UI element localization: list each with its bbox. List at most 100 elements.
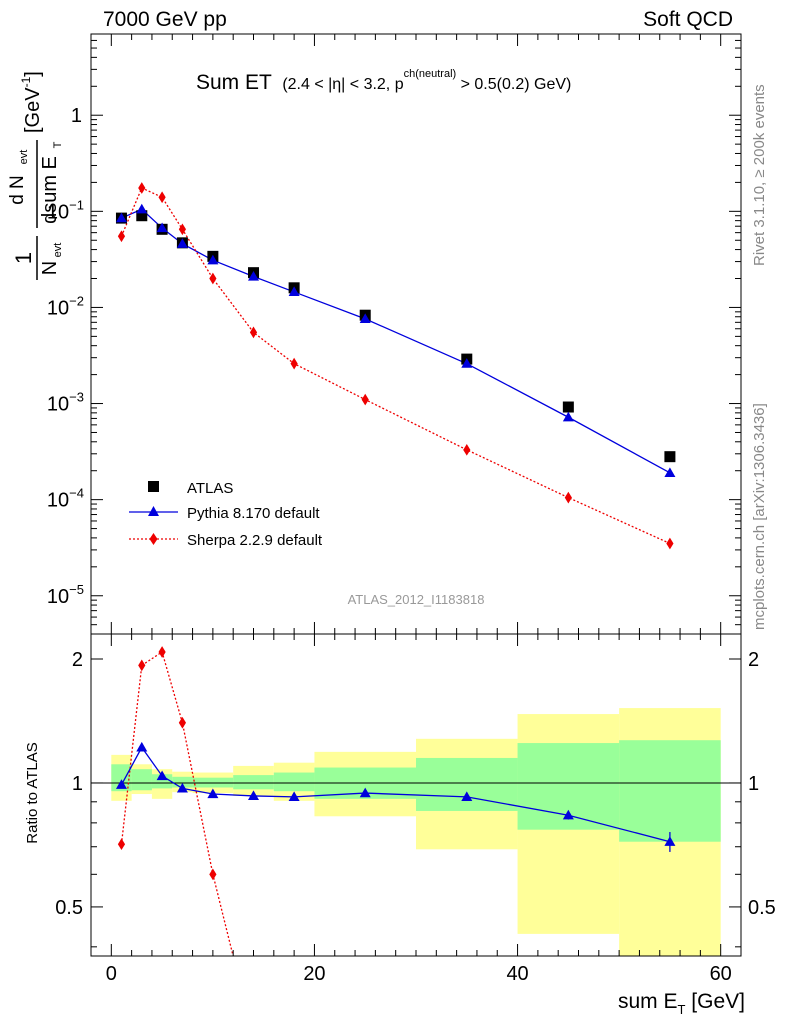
svg-text:evt: evt xyxy=(52,243,64,258)
sherpa-point xyxy=(564,491,572,504)
ratio-pythia-point xyxy=(562,809,574,820)
ratio-pythia-point xyxy=(176,782,188,793)
ratio-pythia-point xyxy=(115,779,127,789)
pythia-point xyxy=(156,222,168,233)
legend-sherpa-label: Sherpa 2.2.9 default xyxy=(187,532,323,549)
ratio-clip-group xyxy=(115,646,676,956)
y-tick-label: 1 xyxy=(71,105,82,127)
inner-band xyxy=(416,757,518,811)
ratio-y-tick-label-left: 0.5 xyxy=(55,897,83,919)
ratio-panel: 0.5 0.51 12 20 20 40 60 Ratio to ATLAS sum ET … xyxy=(24,633,776,1017)
svg-text:[GeV-1]: [GeV-1] xyxy=(19,71,44,133)
pythia-point xyxy=(359,313,371,324)
ratio-sherpa-point xyxy=(158,646,166,658)
pythia-point xyxy=(136,203,148,214)
pythia-point xyxy=(176,238,188,248)
svg-text:T: T xyxy=(52,141,64,148)
main-ticks xyxy=(91,33,741,635)
legend-sherpa-marker xyxy=(149,533,158,545)
ratio-pythia-point xyxy=(136,741,148,752)
legend-pythia-label: Pythia 8.170 default xyxy=(187,505,320,522)
ratio-sherpa-point xyxy=(117,838,126,851)
ratio-pythia-point xyxy=(359,787,371,798)
pythia-point xyxy=(461,358,473,368)
pythia-point xyxy=(115,212,127,223)
ratio-sherpa-point xyxy=(178,716,187,729)
x-axis-label: sum ET [GeV] xyxy=(618,990,745,1017)
legend: ATLAS Pythia 8.170 default Sherpa 2.2.9 … xyxy=(129,480,323,549)
inner-band xyxy=(151,774,173,789)
sherpa-point xyxy=(361,393,369,406)
ratio-ticks xyxy=(91,634,741,956)
ratio-y-tick-label-right: 0.5 xyxy=(748,897,776,919)
atlas-point xyxy=(562,401,574,413)
ratio-pythia-point xyxy=(156,770,168,781)
svg-text:dsum E: dsum E xyxy=(39,156,61,224)
legend-pythia-marker xyxy=(148,506,159,516)
ratio-y-tick-label-left: 1 xyxy=(72,773,83,795)
svg-text:evt: evt xyxy=(18,150,30,165)
ratio-sherpa-point xyxy=(138,659,146,672)
ratio-pythia-point xyxy=(461,791,473,802)
y-tick-label: 10−3 xyxy=(47,390,84,416)
ratio-sherpa-line xyxy=(120,650,234,956)
ratio-sherpa-point xyxy=(209,868,217,881)
ratio-y-tick-label-left: 2 xyxy=(72,649,83,671)
pythia-point xyxy=(288,286,300,297)
inner-band xyxy=(131,769,152,791)
sherpa-point xyxy=(249,326,258,339)
legend-atlas-label: ATLAS xyxy=(187,480,233,497)
y-tick-label: 10−5 xyxy=(47,582,84,608)
inner-band xyxy=(233,775,274,790)
pythia-point xyxy=(562,411,574,422)
x-tick-label: 0 xyxy=(106,963,117,985)
svg-text:1: 1 xyxy=(11,252,36,264)
sherpa-point xyxy=(117,230,126,243)
sherpa-point xyxy=(138,182,146,194)
sherpa-point xyxy=(666,537,674,550)
sherpa-point xyxy=(209,272,217,285)
ratio-series xyxy=(115,646,676,956)
atlas-point xyxy=(136,210,148,222)
pythia-point xyxy=(207,254,219,265)
ratio-y-tick-label-right: 1 xyxy=(748,773,759,795)
ratio-pythia-point xyxy=(248,790,259,801)
ratio-y-axis-label: Ratio to ATLAS xyxy=(24,742,41,843)
x-tick-label: 40 xyxy=(506,963,528,985)
ratio-tick-labels: 0.5 0.51 12 20 20 40 60 xyxy=(55,649,776,985)
svg-text:d N: d N xyxy=(7,175,28,205)
main-y-axis-label: 1 N evt d N evt dsum E T [GeV-1] xyxy=(7,71,64,280)
svg-text:N: N xyxy=(39,261,61,275)
ratio-pythia-point xyxy=(207,788,219,799)
sherpa-point xyxy=(178,223,187,236)
sherpa-point xyxy=(158,191,166,204)
pythia-point xyxy=(248,270,259,281)
atlas-point xyxy=(664,451,676,463)
main-series xyxy=(115,182,676,550)
analysis-id-label: ATLAS_2012_I1183818 xyxy=(348,592,485,607)
inner-band xyxy=(273,772,315,792)
ratio-y-tick-label-right: 2 xyxy=(748,649,759,671)
main-y-tick-labels: 10−5 10−4 10−3 10−2 10−1 1 xyxy=(47,105,84,608)
y-tick-label: 10−4 xyxy=(47,486,84,512)
inner-band xyxy=(172,776,193,788)
y-tick-label: 10−1 xyxy=(47,197,84,223)
pythia-point xyxy=(664,467,676,477)
y-tick-label: 10−2 xyxy=(47,293,84,319)
x-tick-label: 20 xyxy=(303,963,325,985)
header-right: Soft QCD xyxy=(643,8,733,31)
chart-title: Sum ET (2.4 < |η| < 3.2, pch(neutral) > … xyxy=(196,68,571,94)
ratio-uncertainty-bands xyxy=(111,708,721,956)
pythia-line xyxy=(121,208,671,474)
main-panel: 10−5 10−4 10−3 10−2 10−1 1 Sum ET (2.4 < |η| … xyxy=(7,33,742,635)
header-left: 7000 GeV pp xyxy=(103,8,227,31)
legend-atlas-marker xyxy=(148,481,159,492)
ratio-pythia-point xyxy=(288,791,300,802)
inner-band xyxy=(111,764,132,792)
sherpa-point xyxy=(463,443,471,456)
x-tick-label: 60 xyxy=(710,963,732,985)
inner-band xyxy=(619,740,721,842)
sherpa-point xyxy=(290,357,298,370)
ratio-pythia-point xyxy=(664,836,676,846)
